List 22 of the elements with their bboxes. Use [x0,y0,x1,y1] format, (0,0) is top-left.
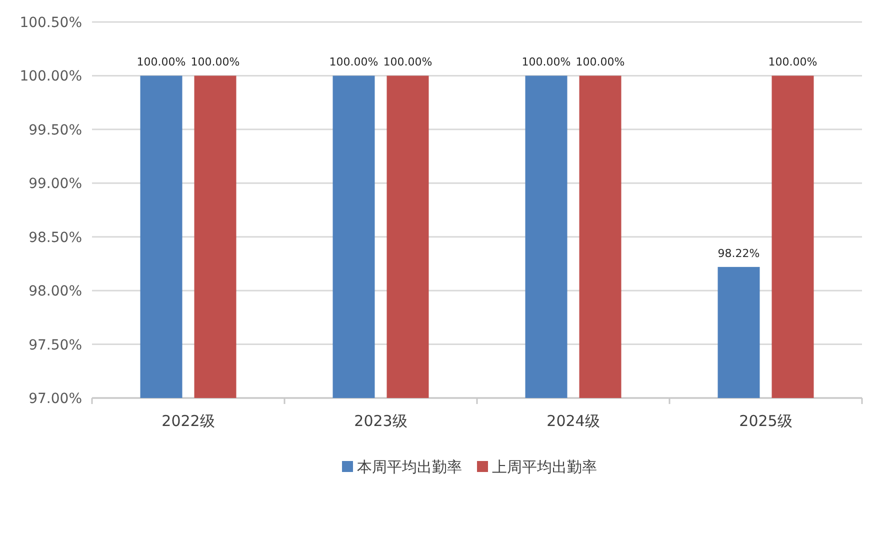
ytick: 97.00% [28,391,82,407]
xtick: 2024级 [546,412,600,430]
xtick: 2025级 [739,412,792,430]
value-label: 100.00% [383,56,432,69]
value-label: 100.00% [329,56,378,69]
ytick: 100.00% [20,68,82,85]
xtick: 2022级 [162,412,215,430]
value-label: 98.22% [718,246,760,260]
value-label: 100.00% [522,56,571,69]
legend-label: 本周平均出勤率 [357,458,462,476]
xtick: 2023级 [354,412,408,430]
ytick: 99.50% [28,122,82,138]
ytick: 99.00% [28,176,82,192]
value-label: 100.00% [136,56,186,69]
value-label: 100.00% [768,56,818,69]
legend-label: 上周平均出勤率 [492,458,597,476]
ytick: 98.00% [28,284,82,300]
value-label: 100.00% [576,56,625,69]
value-label: 100.00% [190,56,240,69]
ytick: 98.50% [28,230,82,246]
ytick: 100.50% [20,15,82,31]
ytick: 97.50% [28,337,82,354]
